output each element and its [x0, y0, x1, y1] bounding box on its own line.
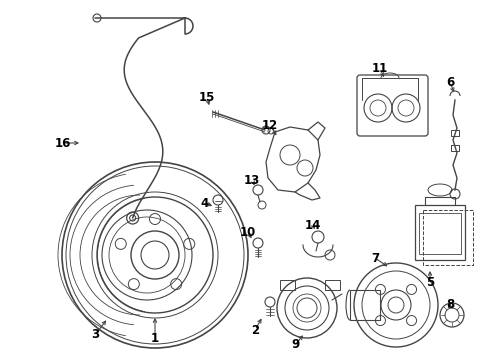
- Bar: [414, 205, 464, 260]
- Text: 11: 11: [371, 62, 387, 75]
- Text: 13: 13: [244, 174, 260, 186]
- Bar: [280, 280, 294, 290]
- Bar: [450, 145, 458, 151]
- Text: 7: 7: [370, 252, 378, 265]
- Text: 15: 15: [199, 90, 215, 104]
- Bar: [349, 290, 379, 320]
- Text: 2: 2: [250, 324, 259, 337]
- Bar: [422, 210, 472, 265]
- Text: 8: 8: [445, 298, 453, 311]
- Text: 10: 10: [240, 225, 256, 239]
- Text: 9: 9: [290, 338, 299, 351]
- Bar: [325, 280, 339, 290]
- Text: 6: 6: [445, 76, 453, 89]
- Text: 16: 16: [55, 136, 71, 149]
- Text: 3: 3: [91, 328, 99, 342]
- Text: 4: 4: [201, 197, 209, 210]
- Bar: [450, 130, 458, 136]
- Text: 12: 12: [262, 118, 278, 131]
- Text: 1: 1: [151, 332, 159, 345]
- Bar: [418, 213, 460, 254]
- Text: 5: 5: [425, 275, 433, 288]
- Text: 14: 14: [304, 219, 321, 231]
